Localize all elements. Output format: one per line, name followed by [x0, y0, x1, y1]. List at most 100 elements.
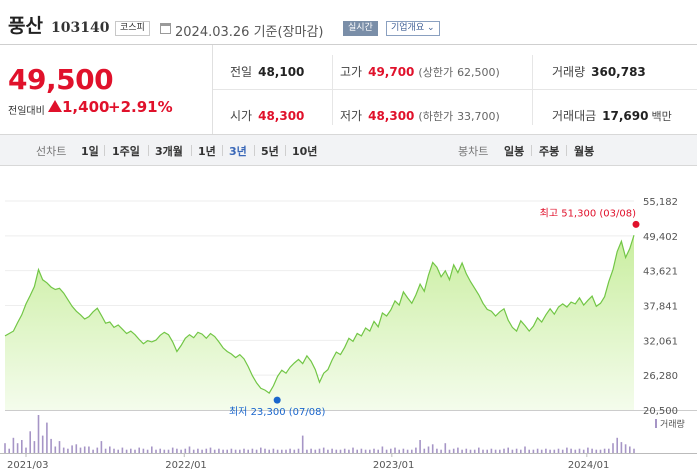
volume-bar [411, 449, 413, 453]
y-tick-label: 32,061 [643, 336, 678, 347]
volume-bar [209, 447, 212, 453]
volume-bar [37, 415, 40, 453]
volume-bar [566, 447, 568, 453]
volume-bar [134, 449, 136, 453]
volume-bar [511, 449, 514, 453]
chevron-down-icon: ⌄ [424, 23, 435, 33]
volume-bar [561, 449, 564, 453]
up-arrow-icon [48, 100, 62, 112]
volume-bar [146, 449, 149, 453]
period-tab-5y[interactable]: 5년 [261, 145, 279, 158]
volume-bar [83, 446, 86, 453]
volume-bar [343, 448, 346, 453]
change-amount: 1,400 [62, 98, 110, 116]
volume-bar [234, 449, 237, 453]
volume-bar [494, 449, 497, 453]
low-label: 저가 [340, 109, 363, 123]
volume-bar [310, 448, 312, 453]
volume-bar [486, 449, 488, 453]
volume-bar [478, 447, 480, 453]
volume-bar [121, 447, 124, 453]
volume-bar [71, 445, 73, 453]
volume-bar [88, 446, 90, 453]
volume-bar [507, 447, 509, 453]
period-tab-1w[interactable]: 1주일 [112, 145, 140, 158]
volume-bar [289, 448, 291, 453]
period-tab-1d[interactable]: 1일 [81, 145, 99, 158]
toolbar-separator [191, 145, 192, 156]
volume-bar [92, 449, 94, 453]
period-tab-3y[interactable]: 3년 [229, 145, 247, 158]
volume-bar [570, 448, 572, 453]
volume-bar [436, 448, 438, 453]
volume-bar [180, 449, 182, 453]
volume-bar [591, 448, 593, 453]
high-label: 고가 [340, 65, 363, 79]
volume-bar [390, 448, 392, 453]
volume-bar [490, 448, 493, 453]
volume-bar [50, 438, 52, 453]
volume-bar [264, 448, 266, 453]
company-overview-dropdown[interactable]: 기업개요 ⌄ [386, 21, 440, 36]
volume-bar [171, 447, 174, 453]
volume-bar [339, 449, 342, 453]
high-marker [632, 220, 640, 228]
quote-col-divider [332, 55, 333, 125]
volume-bar [322, 447, 325, 453]
volume-bar [402, 448, 405, 453]
volume-cell: 거래량 360,783 [552, 63, 646, 80]
volume-legend-swatch [655, 419, 657, 428]
volume-bar [25, 447, 27, 453]
volume-bar [318, 448, 321, 453]
volume-bar [352, 447, 354, 453]
volume-bar [595, 449, 598, 453]
volume-bar [272, 448, 275, 453]
period-tab-1y[interactable]: 1년 [198, 145, 216, 158]
volume-bar [125, 449, 128, 453]
candle-tab-monthly[interactable]: 월봉 [574, 145, 595, 158]
quote-panel: 49,500 전일대비 1,400 +2.91% 전일 48,100 고가 49,7… [0, 44, 697, 134]
volume-bar [545, 448, 547, 453]
change-percent: +2.91% [108, 98, 173, 116]
chart-period-toolbar: 선차트 1일 1주일 3개월 1년 3년 5년 10년 봉차트 일봉 주봉 월봉 [0, 134, 697, 166]
volume-bar [423, 448, 426, 453]
amount-label: 거래대금 [552, 109, 597, 123]
volume-bar [431, 444, 434, 453]
volume-bar [197, 448, 199, 453]
volume-bar [16, 443, 19, 453]
volume-bar [327, 449, 329, 453]
volume-bar [46, 422, 48, 453]
volume-bar [482, 449, 484, 453]
prev-close-label: 전일 [230, 65, 253, 79]
period-tab-3m[interactable]: 3개월 [155, 145, 183, 158]
volume-bar [285, 449, 287, 453]
volume-bar [599, 449, 602, 453]
volume-bar [8, 448, 10, 453]
toolbar-separator [222, 145, 223, 156]
company-overview-label: 기업개요 [391, 23, 425, 33]
price-chart[interactable]: 55,182 49,402 43,621 37,841 32,061 26,280 20,5… [0, 166, 697, 475]
low-cell: 저가 48,300 (하한가 33,700) [340, 107, 500, 124]
realtime-button[interactable]: 실시간 [343, 21, 378, 36]
volume-bar [230, 448, 233, 453]
volume-bar [612, 443, 614, 453]
volume-bar [301, 435, 304, 453]
volume-bar [251, 448, 254, 453]
volume-bar [213, 449, 216, 453]
volume-bar [163, 449, 166, 453]
volume-bar [109, 446, 111, 453]
volume-bar [159, 448, 161, 453]
high-annotation: 최고 51,300 (03/08) [540, 207, 636, 219]
low-value: 48,300 [368, 109, 415, 123]
amount-unit: 백만 [651, 110, 672, 123]
volume-bar [96, 447, 99, 453]
volume-bar [444, 443, 447, 453]
volume-bar [532, 449, 535, 453]
prev-close-value: 48,100 [258, 65, 305, 79]
volume-bar [293, 449, 296, 453]
candle-tab-daily[interactable]: 일봉 [504, 145, 525, 158]
period-tab-10y[interactable]: 10년 [292, 145, 318, 158]
candle-tab-weekly[interactable]: 주봉 [539, 145, 560, 158]
volume-bar [247, 449, 249, 453]
